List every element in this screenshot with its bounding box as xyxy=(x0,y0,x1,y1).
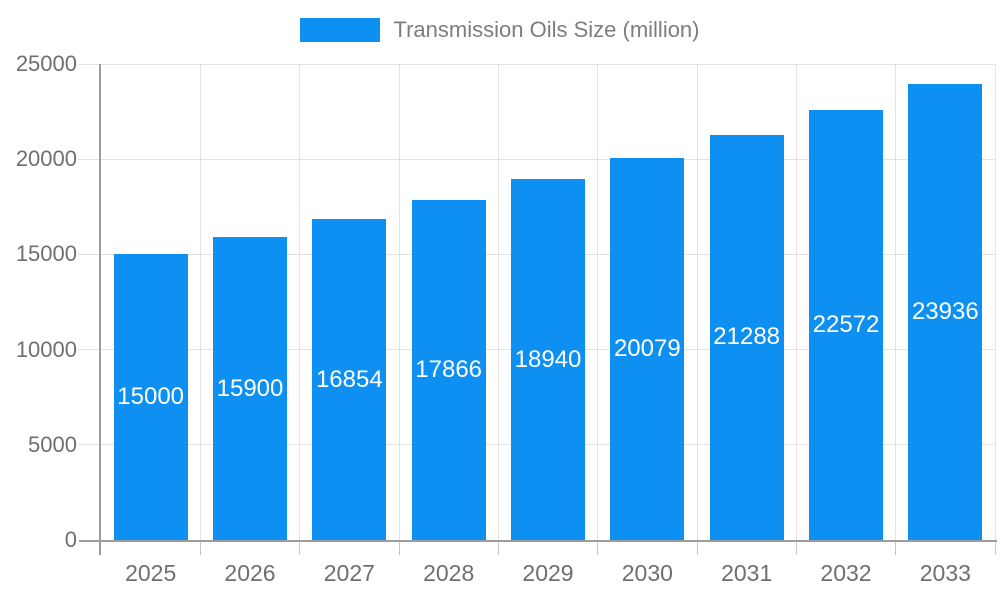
plot-area: 25000 20000 15000 10000 5000 0 15000 2025 15900 2… xyxy=(16,51,997,586)
x-axis-tick-label: 2025 xyxy=(125,560,177,586)
bar-2031[interactable] xyxy=(709,134,784,540)
y-tick xyxy=(78,158,100,160)
x-axis-tick-label: 2030 xyxy=(621,560,673,586)
y-axis-tick-label: 25000 xyxy=(15,51,77,76)
x-tick xyxy=(994,540,996,555)
x-gridline xyxy=(696,64,698,540)
y-axis-tick-label: 0 xyxy=(64,527,77,552)
bar-2029[interactable] xyxy=(511,179,585,540)
x-tick xyxy=(795,540,797,555)
x-tick xyxy=(497,540,499,555)
x-axis-tick-label: 2026 xyxy=(224,560,276,586)
x-gridline xyxy=(199,64,201,540)
x-tick xyxy=(199,540,201,555)
bar-2032[interactable] xyxy=(809,110,883,540)
x-gridline xyxy=(597,64,599,540)
y-tick xyxy=(78,349,100,351)
legend-swatch xyxy=(300,18,381,42)
x-axis-tick-label: 2032 xyxy=(820,560,872,586)
y-axis-tick-label: 15000 xyxy=(15,241,77,267)
x-gridline xyxy=(497,64,499,540)
x-gridline xyxy=(398,64,400,540)
x-gridline xyxy=(795,64,797,540)
bar-2030[interactable] xyxy=(610,157,685,540)
y-gridline xyxy=(101,158,995,160)
x-axis-tick-label: 2029 xyxy=(522,560,574,586)
x-tick xyxy=(895,540,897,555)
x-tick xyxy=(597,540,599,555)
bar-2026[interactable] xyxy=(213,237,287,540)
y-tick xyxy=(78,63,100,65)
x-axis-tick-label: 2027 xyxy=(323,560,375,586)
x-tick xyxy=(299,540,301,555)
bar-2025[interactable] xyxy=(113,254,188,540)
legend-label: Transmission Oils Size (million) xyxy=(393,17,700,42)
y-gridline xyxy=(101,63,995,65)
x-axis-tick-label: 2028 xyxy=(423,560,475,586)
bar-2028[interactable] xyxy=(411,199,486,540)
y-tick xyxy=(78,444,100,446)
x-axis-tick-label: 2031 xyxy=(721,560,773,586)
x-axis-tick-label: 2033 xyxy=(919,560,971,586)
bar-2033[interactable] xyxy=(908,84,983,540)
x-gridline xyxy=(299,64,301,540)
x-axis-line xyxy=(79,540,997,542)
x-gridline xyxy=(895,64,897,540)
x-tick xyxy=(398,540,400,555)
y-axis-tick-label: 5000 xyxy=(28,431,77,457)
y-axis-line xyxy=(99,64,101,555)
y-axis-tick-label: 20000 xyxy=(15,146,77,172)
x-gridline xyxy=(994,64,996,540)
legend-item[interactable]: Transmission Oils Size (million) xyxy=(0,17,1000,43)
y-axis-tick-label: 10000 xyxy=(15,336,77,362)
y-tick xyxy=(78,253,100,255)
bar-2027[interactable] xyxy=(312,219,387,540)
x-tick xyxy=(696,540,698,555)
